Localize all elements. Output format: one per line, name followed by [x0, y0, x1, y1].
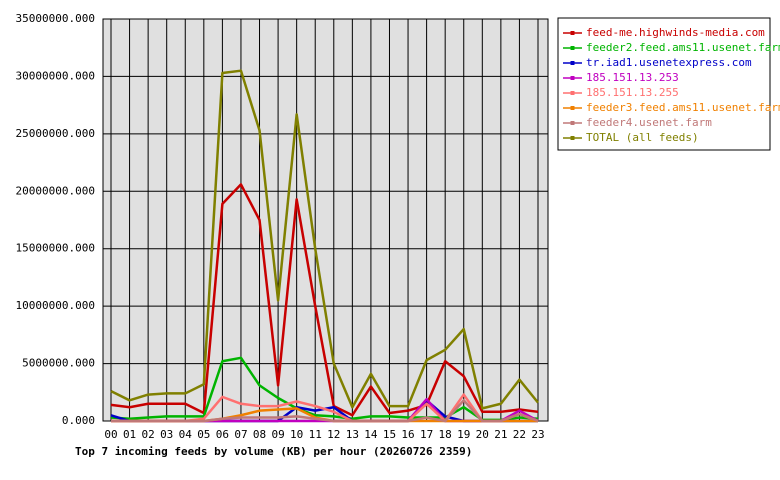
x-tick-label: 03 — [160, 428, 173, 441]
x-tick-label: 00 — [104, 428, 117, 441]
x-tick-label: 10 — [290, 428, 303, 441]
x-tick-label: 19 — [457, 428, 470, 441]
legend-label: 185.151.13.253 — [586, 71, 679, 84]
x-tick-label: 12 — [327, 428, 340, 441]
legend-marker — [570, 121, 575, 125]
legend-label: feed-me.highwinds-media.com — [586, 26, 765, 39]
legend-marker — [570, 136, 575, 140]
legend-marker — [570, 31, 575, 35]
x-tick-label: 14 — [364, 428, 378, 441]
x-tick-label: 15 — [383, 428, 396, 441]
legend-label: feeder2.feed.ams11.usenet.farm — [586, 41, 780, 54]
series-line — [111, 399, 539, 423]
x-tick-label: 02 — [142, 428, 155, 441]
plot-area — [103, 19, 548, 421]
x-tick-label: 16 — [401, 428, 414, 441]
x-tick-label: 07 — [234, 428, 247, 441]
legend-marker — [570, 61, 575, 65]
y-tick-label: 20000000.000 — [16, 184, 95, 197]
x-tick-label: 20 — [476, 428, 489, 441]
y-tick-label: 15000000.000 — [16, 242, 95, 255]
series-line — [110, 69, 539, 410]
y-tick-label: 10000000.000 — [16, 299, 95, 312]
x-tick-label: 09 — [271, 428, 284, 441]
legend-label: 185.151.13.255 — [586, 86, 679, 99]
x-tick-label: 17 — [420, 428, 433, 441]
x-tick-label: 11 — [309, 428, 322, 441]
x-tick-label: 22 — [513, 428, 526, 441]
x-tick-label: 05 — [197, 428, 210, 441]
x-tick-label: 13 — [346, 428, 359, 441]
x-tick-label: 18 — [439, 428, 452, 441]
y-tick-label: 5000000.000 — [22, 357, 95, 370]
legend-marker — [570, 106, 575, 110]
x-tick-label: 21 — [494, 428, 507, 441]
legend-marker — [570, 46, 575, 50]
y-tick-label: 30000000.000 — [16, 69, 95, 82]
legend-marker — [570, 76, 575, 80]
chart-title: Top 7 incoming feeds by volume (KB) per … — [75, 445, 472, 458]
x-tick-label: 01 — [123, 428, 136, 441]
y-tick-label: 25000000.000 — [16, 127, 95, 140]
legend-box — [557, 17, 771, 151]
legend-marker — [570, 91, 575, 95]
x-tick-label: 23 — [531, 428, 544, 441]
legend-label: feeder3.feed.ams11.usenet.farm — [586, 101, 780, 114]
series-line — [110, 183, 539, 417]
x-tick-label: 08 — [253, 428, 266, 441]
legend-label: feeder4.usenet.farm — [586, 116, 712, 129]
legend-label: tr.iad1.usenetexpress.com — [586, 56, 752, 69]
x-tick-label: 04 — [179, 428, 193, 441]
legend-label: TOTAL (all feeds) — [586, 131, 699, 144]
y-tick-label: 35000000.000 — [16, 12, 95, 25]
x-tick-label: 06 — [216, 428, 229, 441]
series-line — [110, 356, 539, 422]
y-tick-label: 0.000 — [62, 414, 95, 427]
